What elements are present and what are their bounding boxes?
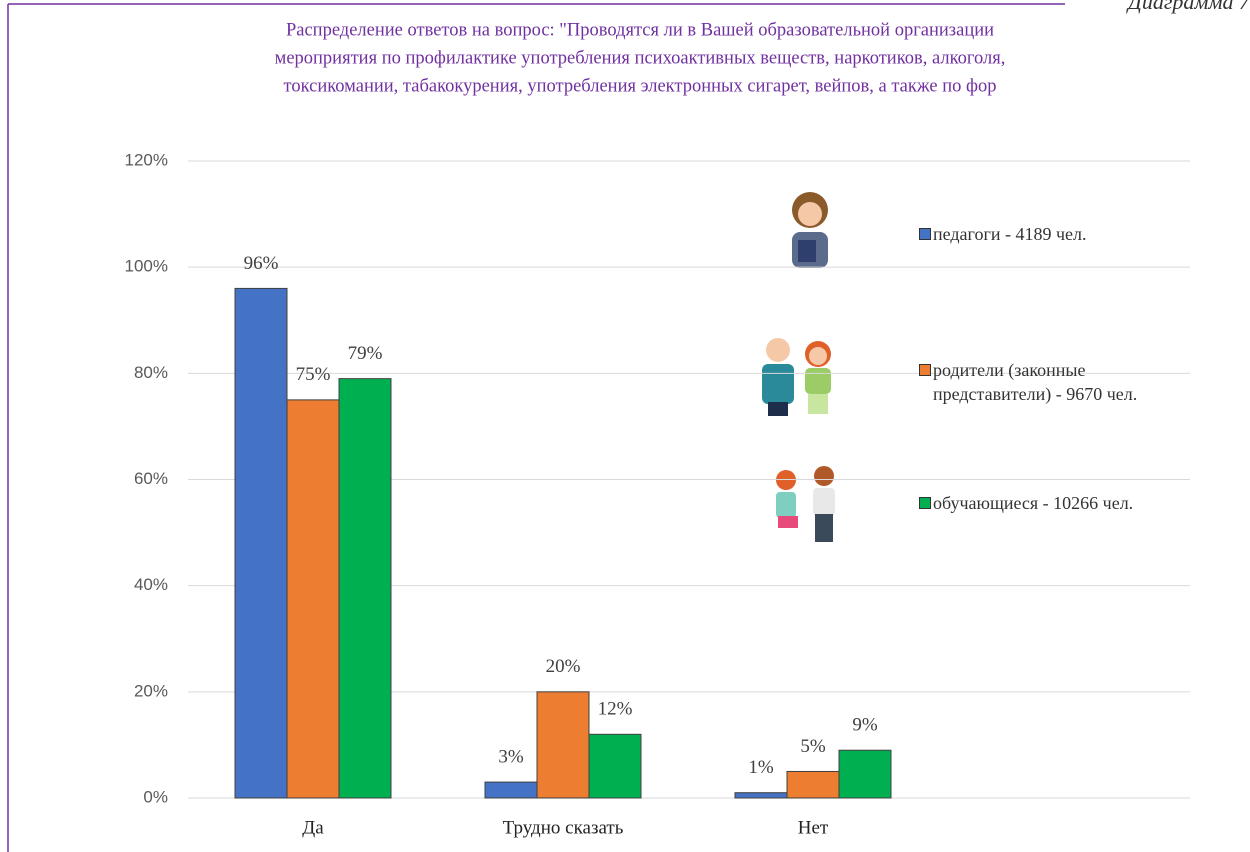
y-tick-label: 60% <box>134 469 168 488</box>
legend-label: педагоги - 4189 чел. <box>933 224 1087 244</box>
chart-title: токсикомании, табакокурения, употреблени… <box>284 76 997 96</box>
legend-label: обучающиеся - 10266 чел. <box>933 493 1134 513</box>
value-label: 75% <box>296 364 331 385</box>
bar <box>338 378 392 799</box>
legend-entry: педагоги - 4189 чел. <box>919 222 1203 246</box>
annotation: Диаграмма 7 <box>1126 0 1250 14</box>
chart-title: мероприятия по профилактике употребления… <box>275 48 1006 68</box>
legend-label: родители (законные представители) - 9670… <box>933 360 1138 404</box>
value-label: 5% <box>800 736 826 757</box>
bar <box>786 770 840 799</box>
x-tick-label: Да <box>302 817 324 838</box>
legend-swatch <box>919 228 931 240</box>
value-label: 12% <box>598 699 633 720</box>
value-label: 9% <box>852 715 878 736</box>
y-tick-label: 0% <box>143 787 168 806</box>
legend-swatch <box>919 497 931 509</box>
x-tick-label: Трудно сказать <box>503 817 624 838</box>
y-tick-label: 40% <box>134 575 168 594</box>
bar <box>838 749 892 799</box>
legend-swatch <box>919 364 931 376</box>
value-label: 96% <box>244 253 279 274</box>
y-tick-label: 20% <box>134 681 168 700</box>
y-tick-label: 100% <box>125 257 168 276</box>
legend-entry: родители (законные представители) - 9670… <box>919 358 1203 406</box>
value-label: 1% <box>748 757 774 778</box>
y-tick-label: 80% <box>134 363 168 382</box>
bar <box>286 399 340 799</box>
bar <box>588 733 642 799</box>
bar <box>536 691 590 799</box>
icon-parents <box>762 338 831 416</box>
icon-teacher <box>792 192 828 268</box>
legend-entry: обучающиеся - 10266 чел. <box>919 491 1203 515</box>
value-label: 3% <box>498 746 524 767</box>
bar <box>484 781 538 799</box>
bar <box>234 287 288 799</box>
bar <box>734 792 788 799</box>
value-label: 79% <box>348 343 383 364</box>
value-label: 20% <box>546 656 581 677</box>
icon-students <box>776 466 835 542</box>
x-tick-label: Нет <box>798 817 829 838</box>
chart-title: Распределение ответов на вопрос: "Провод… <box>286 20 994 40</box>
y-tick-label: 120% <box>125 150 168 169</box>
